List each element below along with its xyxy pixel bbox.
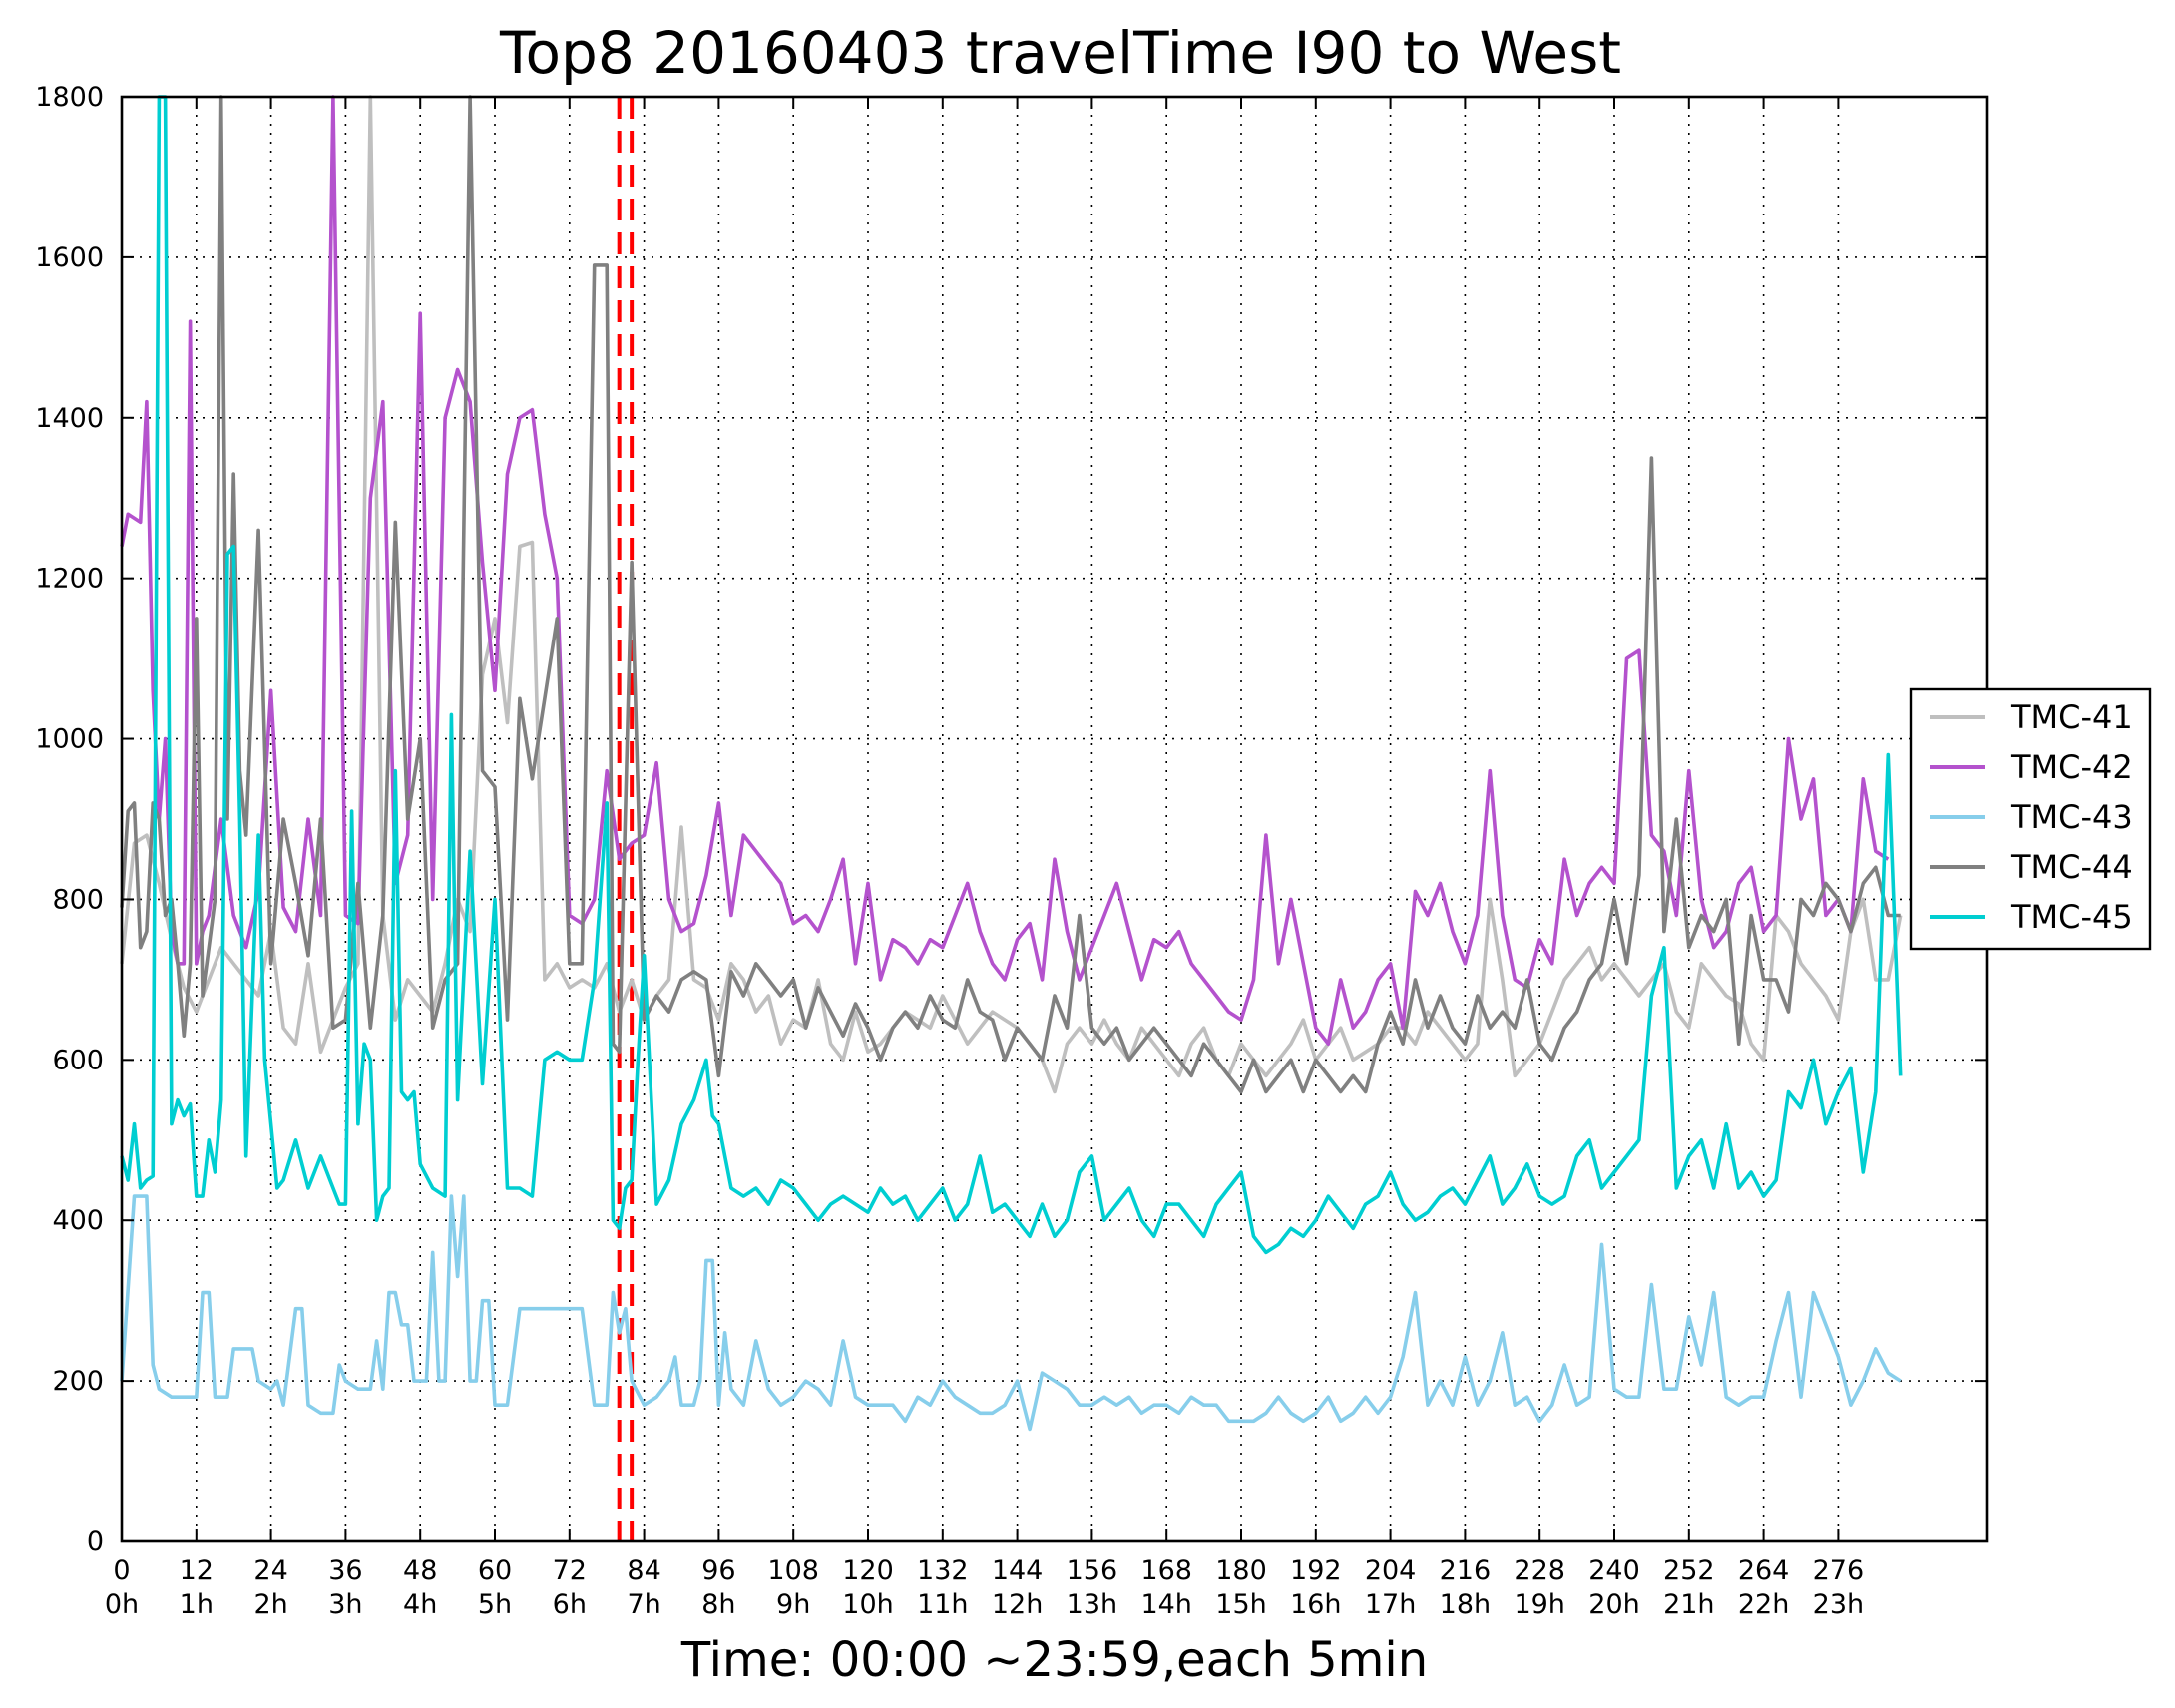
x-tick-label: 24 (253, 1555, 287, 1586)
x-tick-label: 204 (1365, 1555, 1417, 1586)
x-tick-sublabel: 18h (1440, 1589, 1491, 1620)
x-axis-label: Time: 00:00 ~23:59,each 5min (680, 1632, 1428, 1688)
x-tick-sublabel: 13h (1067, 1589, 1117, 1620)
y-tick-label: 400 (52, 1205, 104, 1236)
y-tick-label: 800 (52, 884, 104, 915)
legend-label: TMC-45 (2010, 898, 2133, 936)
x-tick-label: 96 (701, 1555, 735, 1586)
grid (122, 97, 1987, 1541)
x-tick-label: 216 (1440, 1555, 1492, 1586)
x-tick-label: 264 (1738, 1555, 1790, 1586)
x-tick-label: 36 (328, 1555, 362, 1586)
x-tick-sublabel: 21h (1663, 1589, 1714, 1620)
x-tick-sublabel: 17h (1365, 1589, 1416, 1620)
x-tick-label: 156 (1067, 1555, 1118, 1586)
x-tick-label: 12 (180, 1555, 214, 1586)
x-tick-label: 144 (992, 1555, 1044, 1586)
y-tick-label: 1000 (35, 724, 104, 755)
x-tick-sublabel: 15h (1215, 1589, 1266, 1620)
y-tick-label: 1800 (35, 82, 104, 113)
x-tick-label: 240 (1588, 1555, 1640, 1586)
x-tick-label: 180 (1215, 1555, 1267, 1586)
x-tick-sublabel: 10h (842, 1589, 893, 1620)
series-line-tmc-44 (120, 95, 1901, 1094)
x-tick-label: 48 (403, 1555, 437, 1586)
x-tick-sublabel: 12h (992, 1589, 1043, 1620)
x-tick-sublabel: 2h (253, 1589, 287, 1620)
x-tick-sublabel: 6h (553, 1589, 587, 1620)
x-tick-label: 252 (1663, 1555, 1715, 1586)
y-tick-label: 200 (52, 1366, 104, 1397)
y-tick-label: 1400 (35, 403, 104, 434)
y-tick-label: 0 (87, 1526, 104, 1557)
x-tick-sublabel: 20h (1588, 1589, 1639, 1620)
legend-label: TMC-41 (2010, 698, 2133, 736)
x-tick-sublabel: 19h (1514, 1589, 1564, 1620)
y-tick-label: 1600 (35, 242, 104, 273)
y-tick-label: 1200 (35, 564, 104, 595)
x-tick-sublabel: 8h (701, 1589, 735, 1620)
x-tick-sublabel: 3h (328, 1589, 362, 1620)
x-tick-label: 132 (917, 1555, 969, 1586)
x-tick-label: 276 (1813, 1555, 1865, 1586)
series-lines (120, 95, 1903, 1432)
x-tick-label: 84 (627, 1555, 660, 1586)
x-tick-label: 72 (553, 1555, 587, 1586)
series-line-tmc-41 (120, 95, 1903, 1094)
x-tick-label: 192 (1290, 1555, 1342, 1586)
x-tick-sublabel: 7h (627, 1589, 660, 1620)
x-tick-label: 120 (842, 1555, 894, 1586)
x-tick-sublabel: 5h (478, 1589, 512, 1620)
legend: TMC-41 TMC-42 TMC-43 TMC-44 TMC-45 (1909, 687, 2152, 951)
legend-label: TMC-44 (2010, 848, 2133, 886)
x-tick-sublabel: 22h (1738, 1589, 1789, 1620)
series-line-tmc-42 (120, 95, 1890, 1046)
x-tick-sublabel: 9h (776, 1589, 810, 1620)
x-tick-label: 228 (1514, 1555, 1565, 1586)
x-tick-sublabel: 4h (403, 1589, 437, 1620)
x-tick-label: 168 (1140, 1555, 1192, 1586)
x-tick-label: 60 (478, 1555, 512, 1586)
marker-lines (617, 97, 635, 1541)
series-line-tmc-45 (120, 95, 1903, 1255)
chart-title: Top8 20160403 travelTime I90 to West (499, 19, 1621, 87)
legend-label: TMC-43 (2010, 798, 2133, 836)
y-tick-label: 600 (52, 1045, 104, 1075)
x-tick-sublabel: 1h (180, 1589, 214, 1620)
x-tick-sublabel: 11h (917, 1589, 968, 1620)
series-line-tmc-43 (120, 1194, 1902, 1432)
x-tick-label: 0 (113, 1555, 130, 1586)
x-tick-sublabel: 14h (1140, 1589, 1191, 1620)
x-tick-sublabel: 23h (1813, 1589, 1864, 1620)
y-axis: 0 200 400 600 800 1000 1200 1400 1600 1800 (35, 82, 1987, 1557)
x-tick-sublabel: 16h (1290, 1589, 1341, 1620)
x-tick-label: 108 (767, 1555, 819, 1586)
x-tick-sublabel: 0h (105, 1589, 139, 1620)
legend-label: TMC-42 (2010, 748, 2133, 786)
